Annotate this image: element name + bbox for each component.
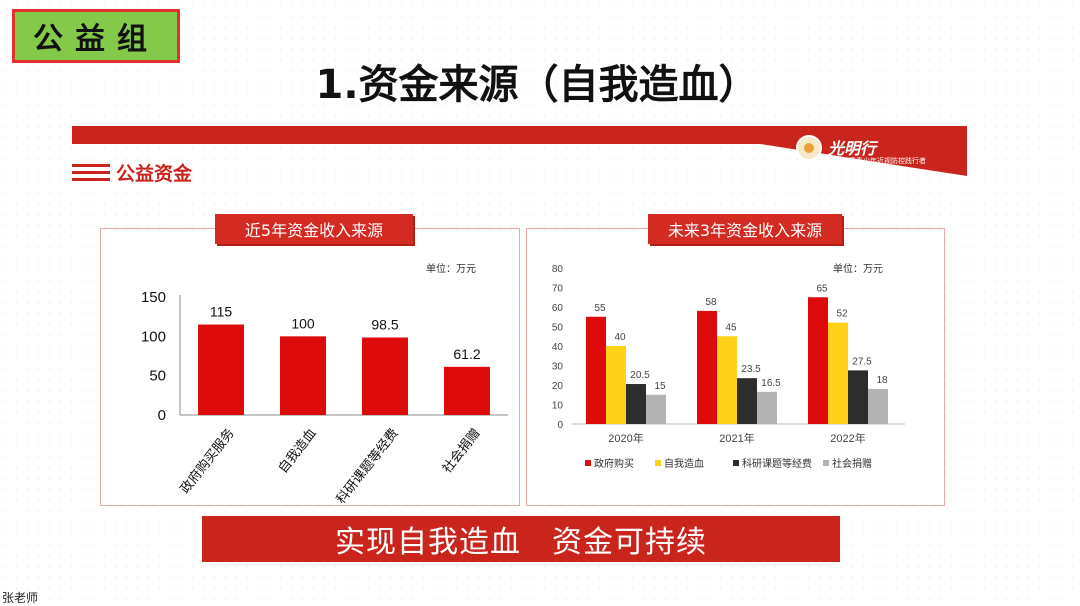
right-y-tick-label: 50 — [552, 323, 564, 334]
slide-title: 1.资金来源（自我造血） — [0, 52, 1080, 110]
right-bar-data-label: 18 — [876, 375, 888, 386]
group-badge: 公益组 — [12, 9, 180, 63]
left-x-tick-label: 社会捐赠 — [439, 426, 483, 476]
right-bar — [808, 297, 828, 424]
legend-swatch — [655, 460, 661, 466]
legend-swatch — [823, 460, 829, 466]
left-bar — [198, 324, 244, 415]
presenter-name: 张老师 — [2, 591, 39, 605]
left-x-tick-label: 科研课题等经费 — [333, 426, 401, 507]
left-y-tick-label: 0 — [158, 407, 166, 424]
right-x-tick-label: 2020年 — [608, 431, 643, 445]
left-bar-data-label: 61.2 — [453, 346, 480, 362]
left-x-tick-label: 政府购买服务 — [177, 426, 237, 497]
left-bar — [280, 336, 326, 415]
left-bar — [362, 337, 408, 415]
right-bar — [828, 322, 848, 424]
right-y-tick-label: 40 — [552, 342, 564, 353]
menu-lines-icon — [72, 162, 110, 182]
right-bar-data-label: 16.5 — [761, 378, 781, 389]
right-bar — [868, 388, 888, 424]
legend-label: 社会捐赠 — [832, 457, 872, 470]
legend-label: 政府购买 — [594, 457, 634, 470]
left-bar — [444, 366, 490, 415]
left-x-tick-label: 自我造血 — [275, 426, 319, 476]
right-y-tick-label: 70 — [552, 284, 564, 295]
header-banner — [72, 126, 967, 144]
section-label: 公益资金 — [116, 162, 193, 185]
right-bar-data-label: 15 — [654, 381, 666, 392]
left-bar-data-label: 98.5 — [371, 317, 398, 333]
right-bar — [737, 378, 757, 424]
right-x-tick-label: 2021年 — [719, 431, 754, 445]
slogan-bar: 实现自我造血 资金可持续 — [202, 516, 840, 562]
right-bar-data-label: 55 — [594, 303, 606, 314]
right-bar — [757, 391, 777, 424]
left-y-tick-label: 150 — [141, 289, 166, 306]
right-bar — [848, 370, 868, 424]
right-x-tick-label: 2022年 — [830, 431, 865, 445]
brand-logo: 光明行 中国儿童青少年近视防控践行者 — [796, 133, 966, 175]
right-bar-data-label: 27.5 — [852, 356, 872, 367]
right-bar — [697, 310, 717, 424]
left-bar-data-label: 100 — [291, 315, 315, 331]
right-bar-data-label: 58 — [705, 297, 717, 308]
right-bar — [606, 346, 626, 424]
right-bar — [646, 394, 666, 424]
right-bar — [586, 316, 606, 424]
right-bar-data-label: 65 — [816, 283, 828, 294]
right-bar — [626, 384, 646, 424]
right-y-tick-label: 20 — [552, 381, 564, 392]
right-panel-tab: 未来3年资金收入来源 — [648, 214, 842, 244]
right-y-tick-label: 0 — [557, 420, 563, 431]
right-bar-data-label: 45 — [725, 322, 737, 333]
right-y-tick-label: 10 — [552, 401, 564, 412]
left-unit-label: 单位：万元 — [426, 264, 476, 275]
right-y-tick-label: 30 — [552, 362, 564, 373]
right-bar-data-label: 40 — [614, 332, 626, 343]
logo-subtitle: 中国儿童青少年近视防控践行者 — [828, 157, 926, 165]
right-bar-data-label: 23.5 — [741, 364, 761, 375]
logo-icon — [796, 135, 822, 161]
legend-label: 自我造血 — [664, 457, 704, 470]
right-unit-label: 单位：万元 — [833, 264, 883, 275]
left-panel-tab: 近5年资金收入来源 — [215, 214, 413, 244]
right-y-tick-label: 60 — [552, 303, 564, 314]
left-y-tick-label: 50 — [149, 368, 166, 385]
logo-name: 光明行 — [828, 139, 877, 158]
legend-swatch — [733, 460, 739, 466]
left-bar-data-label: 115 — [210, 304, 233, 320]
legend-swatch — [585, 460, 591, 466]
left-y-tick-label: 100 — [141, 328, 166, 345]
right-bar — [717, 336, 737, 424]
right-y-tick-label: 80 — [552, 264, 564, 275]
right-bar-data-label: 52 — [836, 309, 848, 320]
legend-label: 科研课题等经费 — [742, 457, 812, 470]
slide-title-text: 1.资金来源（自我造血） — [315, 62, 759, 108]
right-bar-data-label: 20.5 — [630, 370, 650, 381]
slogan-text: 实现自我造血 资金可持续 — [335, 525, 707, 560]
section-heading: 公益资金 — [72, 158, 192, 186]
